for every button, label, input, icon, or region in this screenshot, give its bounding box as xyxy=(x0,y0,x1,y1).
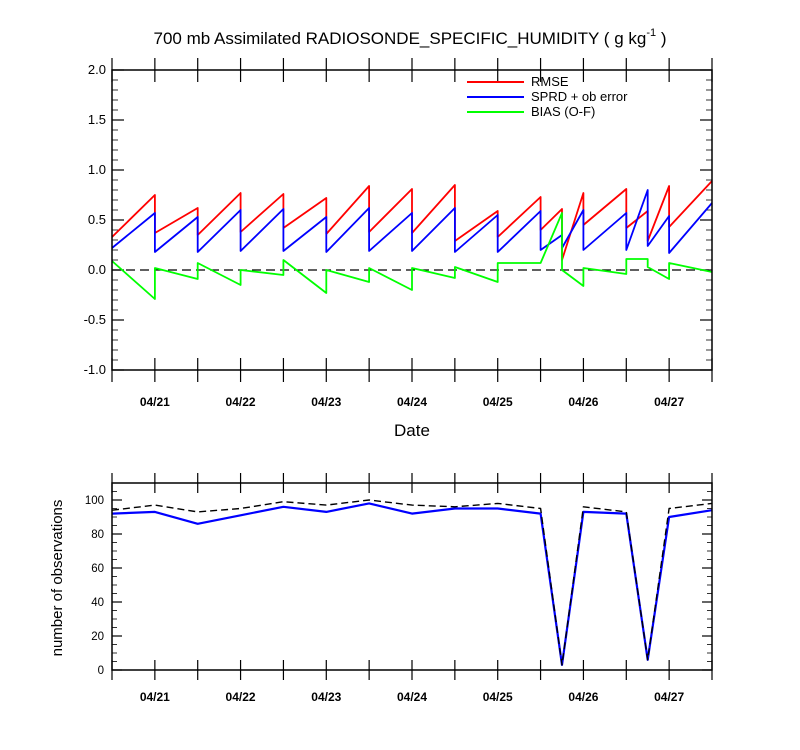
bottom-panel-series xyxy=(111,499,713,667)
legend-label-rmse: RMSE xyxy=(531,74,569,89)
series-line-sprd xyxy=(111,189,713,254)
x-tick-label: 04/22 xyxy=(226,395,256,409)
legend-label-sprd: SPRD + ob error xyxy=(531,89,628,104)
x-tick-label: 04/24 xyxy=(397,395,427,409)
top-panel-y-tick-labels: -1.0 -0.5 0.0 0.5 1.0 1.5 2.0 xyxy=(84,62,106,377)
y-tick-label: 0 xyxy=(98,665,104,677)
y-tick-label: 80 xyxy=(91,529,104,541)
x-tick-label: 04/25 xyxy=(483,395,513,409)
series-line-assimilated xyxy=(111,502,713,667)
bottom-panel-y-tick-labels: 0 20 40 60 80 100 xyxy=(85,495,104,677)
y-tick-label: 1.5 xyxy=(88,112,106,127)
y-tick-label: 0.0 xyxy=(88,262,106,277)
top-panel: -1.0-0.50.00.51.01.52.0 04/21 04/22 04/23 0… xyxy=(84,58,713,440)
x-tick-label: 04/22 xyxy=(226,690,256,704)
chart-title: 700 mb Assimilated RADIOSONDE_SPECIFIC_H… xyxy=(154,27,667,48)
y-tick-label: 60 xyxy=(91,563,104,575)
x-tick-label: 04/21 xyxy=(140,690,170,704)
x-tick-label: 04/21 xyxy=(140,395,170,409)
x-tick-label: 04/25 xyxy=(483,690,513,704)
y-tick-label: 40 xyxy=(91,597,104,609)
y-tick-label: 100 xyxy=(85,495,104,507)
x-tick-label: 04/27 xyxy=(654,395,684,409)
bottom-panel-x-tick-labels: 04/21 04/22 04/23 04/24 04/25 04/26 04/27 xyxy=(140,690,685,704)
bottom-panel-frame xyxy=(111,482,713,671)
chart-title-main: 700 mb Assimilated RADIOSONDE_SPECIFIC_H… xyxy=(154,29,647,48)
x-tick-label: 04/26 xyxy=(568,690,598,704)
top-panel-frame xyxy=(111,69,713,371)
y-tick-label: 1.0 xyxy=(88,162,106,177)
x-tick-label: 04/23 xyxy=(311,690,341,704)
top-panel-x-tick-labels: 04/21 04/22 04/23 04/24 04/25 04/26 04/27 xyxy=(140,395,685,409)
x-tick-label: 04/27 xyxy=(654,690,684,704)
legend: RMSE SPRD + ob error BIAS (O-F) xyxy=(467,74,628,119)
chart-title-superscript: -1 xyxy=(646,27,656,39)
x-tick-label: 04/26 xyxy=(568,395,598,409)
y-tick-label: -0.5 xyxy=(84,312,106,327)
y-tick-label: 2.0 xyxy=(88,62,106,77)
x-tick-label: 04/23 xyxy=(311,395,341,409)
x-axis-label: Date xyxy=(394,421,430,440)
y-tick-label: -1.0 xyxy=(84,362,106,377)
bottom-panel-ticks xyxy=(111,473,713,680)
top-panel-series xyxy=(111,180,713,300)
y-tick-label: 20 xyxy=(91,631,104,643)
x-tick-label: 04/24 xyxy=(397,690,427,704)
series-line-bias xyxy=(111,212,713,300)
chart-title-close: ) xyxy=(656,29,666,48)
legend-label-bias: BIAS (O-F) xyxy=(531,104,595,119)
series-line-possible xyxy=(111,499,713,666)
y-tick-label: 0.5 xyxy=(88,212,106,227)
y-axis-label-observations: number of observations xyxy=(49,500,66,657)
